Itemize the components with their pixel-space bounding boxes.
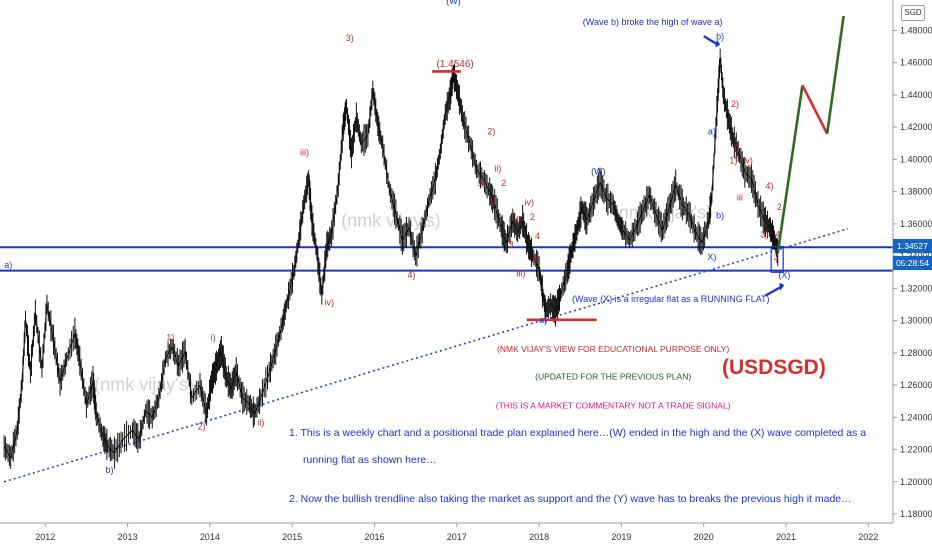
wave-label: (X) bbox=[778, 270, 790, 280]
wave-label: 4 bbox=[535, 231, 540, 241]
countdown-label: 05:28:54 bbox=[893, 256, 932, 270]
arrow-to-wave-x bbox=[764, 284, 784, 297]
wave-label: i) bbox=[734, 143, 739, 153]
wave-label: 3 bbox=[509, 239, 514, 249]
y-tick-label: 1.32000 bbox=[900, 283, 932, 293]
y-tick-label: 1.18000 bbox=[900, 509, 932, 519]
wave-label: iv) bbox=[743, 155, 753, 165]
wave-label: a) bbox=[4, 260, 12, 270]
annotation: (UPDATED FOR THE PREVIOUS PLAN) bbox=[535, 371, 691, 381]
wave-label: (W) bbox=[446, 0, 461, 6]
wave-label: 2) bbox=[487, 126, 495, 136]
wave-label: iii) bbox=[516, 268, 525, 278]
y-tick-label: 1.28000 bbox=[900, 348, 932, 358]
wave-label: 2 bbox=[777, 202, 782, 212]
wave-label: b) bbox=[716, 31, 724, 41]
watermark: (nmk vijay's) bbox=[613, 202, 712, 222]
annotation: (Wave b) broke the high of wave a) bbox=[583, 17, 723, 27]
wave-label: 3 bbox=[774, 252, 779, 262]
wave-label: 3) bbox=[346, 33, 354, 43]
y-tick-label: 1.40000 bbox=[900, 154, 932, 164]
currency-badge[interactable]: SGD bbox=[901, 5, 925, 21]
arrowhead bbox=[715, 39, 721, 48]
wave-label: a) bbox=[539, 315, 547, 325]
x-tick-label: 2021 bbox=[776, 532, 796, 542]
current-price-label: 1.34527 bbox=[893, 239, 932, 253]
y-tick-label: 1.36000 bbox=[900, 219, 932, 229]
y-tick-label: 1.20000 bbox=[900, 477, 932, 487]
wave-label: 3 bbox=[533, 254, 538, 264]
y-tick-label: 1.48000 bbox=[900, 26, 932, 36]
y-tick-label: 1.44000 bbox=[900, 90, 932, 100]
x-tick-label: 2015 bbox=[282, 532, 302, 542]
wave-label: 1) bbox=[477, 178, 485, 188]
time-axis-panel bbox=[0, 523, 932, 550]
wave-label: b) bbox=[716, 210, 724, 220]
y-tick-label: 1.22000 bbox=[900, 445, 932, 455]
wave-label: a) bbox=[708, 126, 716, 136]
bullish-trendline bbox=[3, 227, 848, 483]
price-line bbox=[3, 57, 779, 459]
note-line-2: running flat as shown here… bbox=[303, 454, 437, 466]
wave-x-box bbox=[770, 245, 784, 273]
wave-label: 4) bbox=[408, 270, 416, 280]
note-line-3: 2. Now the bullish trendline also taking… bbox=[289, 493, 852, 505]
watermark: (nmk vijay's) bbox=[341, 210, 440, 230]
wave-label: b) bbox=[105, 465, 113, 475]
x-tick-label: 2013 bbox=[118, 532, 138, 542]
wave-label: ii) bbox=[257, 417, 264, 427]
wave-label: 4) bbox=[766, 181, 774, 191]
wave-label: iv) bbox=[324, 297, 334, 307]
annotation: (1.4546) bbox=[437, 59, 474, 70]
y-tick-label: 1.26000 bbox=[900, 380, 932, 390]
wave-label: 4 bbox=[775, 230, 780, 240]
price-axis-panel bbox=[893, 0, 932, 550]
wave-label: iv) bbox=[524, 197, 534, 207]
x-tick-label: 2020 bbox=[694, 532, 714, 542]
wave-label: i) bbox=[491, 196, 496, 206]
wave-label: 1) bbox=[166, 333, 174, 343]
x-tick-label: 2012 bbox=[35, 532, 55, 542]
wave-label: (W) bbox=[591, 167, 606, 177]
x-tick-label: 2017 bbox=[447, 532, 467, 542]
y-tick-label: 1.30000 bbox=[900, 316, 932, 326]
annotation: (THIS IS A MARKET COMMENTARY NOT A TRADE… bbox=[496, 400, 731, 410]
chart-title: (USDSGD) bbox=[722, 356, 826, 379]
y-tick-label: 1.38000 bbox=[900, 187, 932, 197]
y-tick-label: 1.46000 bbox=[900, 58, 932, 68]
y-tick-label: 1.24000 bbox=[900, 412, 932, 422]
note-line-1: 1. This is a weekly chart and a position… bbox=[289, 427, 867, 439]
x-tick-label: 2014 bbox=[200, 532, 220, 542]
y-tick-label: 1.42000 bbox=[900, 122, 932, 132]
wave-label: 3) bbox=[761, 230, 769, 240]
wave-label: iii) bbox=[300, 147, 309, 157]
watermark: (nmk vijay's) bbox=[94, 375, 193, 395]
wave-label: 4 bbox=[514, 215, 519, 225]
x-tick-label: 2022 bbox=[858, 532, 878, 542]
wave-label: i) bbox=[211, 333, 216, 343]
annotation: (Wave (X) is a irregular flat as a RUNNI… bbox=[572, 294, 770, 304]
wave-label: 2 bbox=[501, 178, 506, 188]
wave-label: ii) bbox=[494, 164, 501, 174]
wave-label: 2 bbox=[530, 212, 535, 222]
wave-label: 2) bbox=[198, 421, 206, 431]
wave-label: 1) bbox=[729, 155, 737, 165]
wave-label: 2) bbox=[731, 99, 739, 109]
projection-leg bbox=[801, 84, 829, 135]
projection-leg bbox=[776, 85, 804, 254]
x-tick-label: 2016 bbox=[364, 532, 384, 542]
wave-label: X) bbox=[707, 252, 716, 262]
projection-leg bbox=[825, 15, 845, 134]
wave-label: iii bbox=[737, 193, 743, 203]
x-tick-label: 2018 bbox=[529, 532, 549, 542]
annotation: (NMK VIJAY'S VIEW FOR EDUCATIONAL PURPOS… bbox=[497, 344, 729, 354]
arrowhead bbox=[779, 282, 785, 291]
x-tick-label: 2019 bbox=[611, 532, 631, 542]
